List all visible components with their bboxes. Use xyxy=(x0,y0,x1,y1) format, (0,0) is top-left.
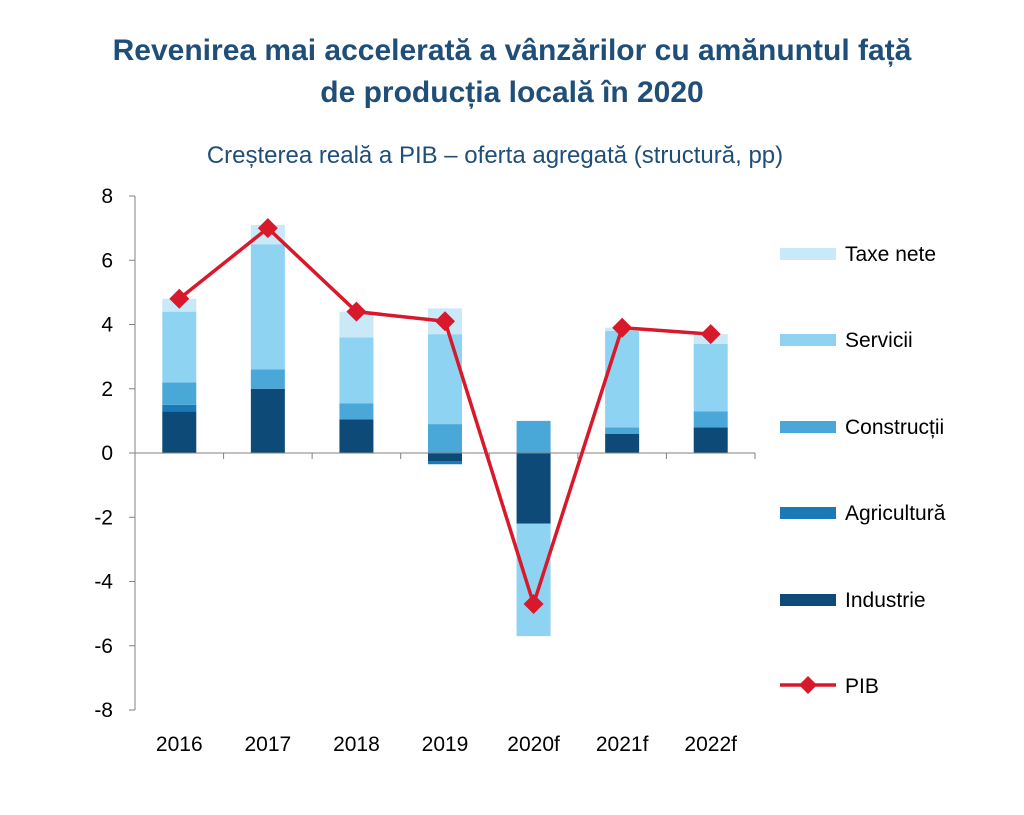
x-tick-label: 2020f xyxy=(507,733,560,756)
pib-marker-2020f xyxy=(523,593,544,614)
bar-servicii-2021f xyxy=(605,330,640,428)
legend-label: Servicii xyxy=(845,329,913,352)
bar-layer xyxy=(162,224,728,637)
title-line-2: de producția locală în 2020 xyxy=(320,76,704,109)
bar-industrie-2021f xyxy=(605,433,640,453)
legend-swatch-taxe_nete xyxy=(780,248,836,260)
axes-layer: 8 6 4 2 0 -2 -4 -6 -8 2016 2017 2018 2019 2020f 2021f 2… xyxy=(94,185,756,756)
bar-industrie-2019 xyxy=(428,453,462,462)
legend-label: Industrie xyxy=(845,589,926,612)
pib-marker-2017 xyxy=(257,218,278,239)
x-tick-label: 2016 xyxy=(156,733,203,756)
bar-servicii-2018 xyxy=(339,337,374,404)
x-tick-label: 2022f xyxy=(684,733,737,756)
bar-industrie-2017 xyxy=(250,388,285,453)
x-tick-label: 2017 xyxy=(244,733,291,756)
y-tick-label: -4 xyxy=(94,571,113,594)
legend-swatch-pib-marker xyxy=(799,676,817,694)
bar-constructii-2018 xyxy=(339,403,374,420)
y-tick-label: -8 xyxy=(94,699,113,722)
bar-servicii-2022f xyxy=(693,343,728,412)
x-tick-label: 2019 xyxy=(422,733,469,756)
y-tick-label: 4 xyxy=(101,314,113,337)
title-line-1: Revenirea mai accelerată a vânzărilor cu… xyxy=(112,34,912,67)
bar-agricultura-2019 xyxy=(428,461,462,465)
y-tick-label: 0 xyxy=(101,442,113,465)
bar-constructii-2019 xyxy=(428,424,462,453)
legend-swatch-constructii xyxy=(780,421,836,433)
pib-marker-2022f xyxy=(700,324,721,345)
x-tick-label: 2021f xyxy=(596,733,649,756)
bar-industrie-2020f xyxy=(516,453,551,524)
legend-label: Construcții xyxy=(845,416,944,439)
bar-industrie-2016 xyxy=(162,411,197,453)
bar-servicii-2016 xyxy=(162,311,197,383)
x-tick-label: 2018 xyxy=(333,733,380,756)
legend-swatch-servicii xyxy=(780,334,836,346)
bar-constructii-2022f xyxy=(693,411,728,428)
bar-servicii-2017 xyxy=(250,244,285,370)
bar-constructii-2016 xyxy=(162,382,197,405)
bar-constructii-2020f xyxy=(516,420,551,453)
legend-label: Agricultură xyxy=(845,502,946,525)
bar-agricultura-2016 xyxy=(162,404,197,412)
y-tick-label: 6 xyxy=(101,249,113,272)
pib-marker-2019 xyxy=(435,311,455,332)
legend: Taxe nete Servicii Construcții Agricultură I… xyxy=(780,243,946,698)
bar-industrie-2018 xyxy=(339,419,374,453)
pib-line-layer xyxy=(169,218,721,614)
chart-subtitle: Creșterea reală a PIB – oferta agregată … xyxy=(206,142,784,169)
bar-constructii-2021f xyxy=(605,427,640,434)
legend-label: PIB xyxy=(845,675,879,698)
bar-industrie-2022f xyxy=(693,427,728,453)
legend-swatch-industrie xyxy=(780,594,836,606)
chart-title: Revenirea mai accelerată a vânzărilor cu… xyxy=(0,30,1024,114)
bar-servicii-2020f xyxy=(516,523,551,637)
y-tick-label: 8 xyxy=(101,185,113,208)
y-tick-label: 2 xyxy=(101,378,113,401)
pib-marker-2021f xyxy=(612,317,633,338)
y-tick-label: -6 xyxy=(94,635,113,658)
legend-swatch-agricultura xyxy=(780,507,836,519)
pib-marker-2018 xyxy=(346,301,367,322)
bar-constructii-2017 xyxy=(250,369,285,389)
pib-marker-2016 xyxy=(169,288,190,309)
bar-servicii-2019 xyxy=(428,334,462,425)
legend-label: Taxe nete xyxy=(845,243,936,266)
y-tick-label: -2 xyxy=(94,506,113,529)
